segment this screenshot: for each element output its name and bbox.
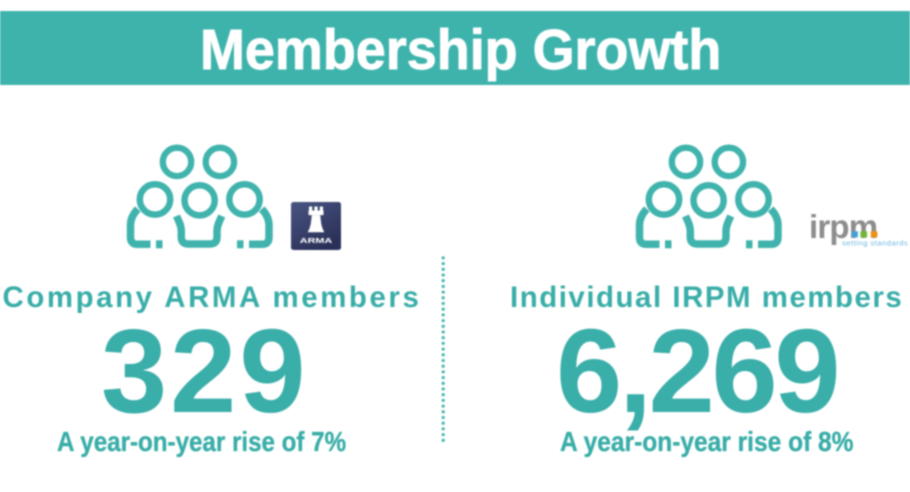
svg-text:setting standards: setting standards (842, 239, 908, 248)
svg-text:ARMA: ARMA (299, 236, 332, 245)
svg-text:irpm: irpm (809, 208, 877, 245)
